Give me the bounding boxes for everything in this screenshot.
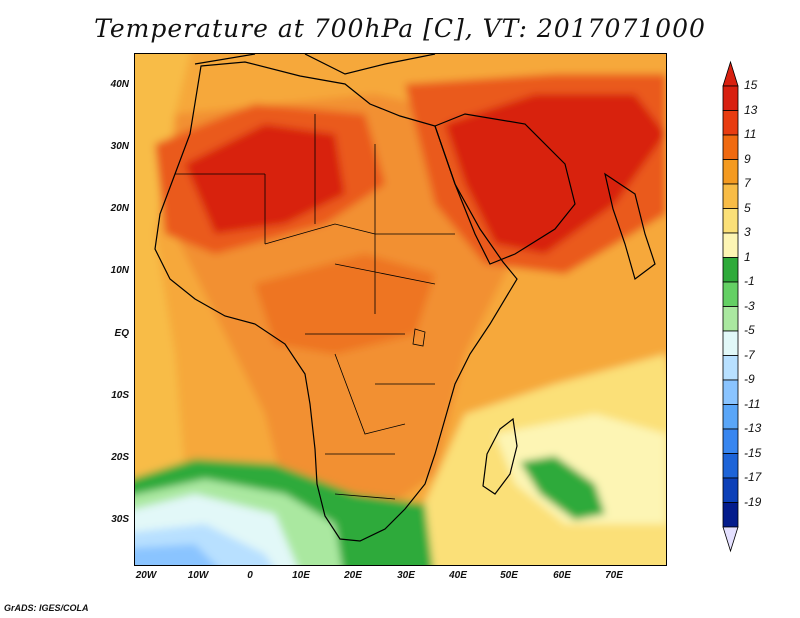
country-borders — [175, 114, 455, 500]
lat-label-30n: 30N — [110, 141, 129, 152]
colorbar-segment — [722, 453, 739, 479]
colorbar-label: 1 — [744, 249, 751, 264]
colorbar-label: 5 — [744, 200, 751, 215]
lon-label-10e: 10E — [292, 570, 310, 581]
europe-coastline — [194, 54, 436, 75]
colorbar-segment — [722, 502, 739, 528]
lat-label-40n: 40N — [110, 79, 129, 90]
lon-label-0: 0 — [247, 570, 253, 581]
colorbar-segment — [722, 183, 739, 209]
map-area — [134, 53, 667, 566]
colorbar-label: -3 — [744, 298, 755, 313]
colorbar-label: 3 — [744, 225, 751, 239]
colorbar-segment — [722, 134, 739, 160]
colorbar-segment — [722, 379, 739, 405]
colorbar-label: -9 — [744, 372, 755, 386]
temp-field-atlantic — [135, 54, 190, 482]
colorbar-segment — [722, 306, 739, 332]
colorbar-segment — [722, 257, 739, 283]
india-coastline — [604, 172, 656, 281]
colorbar-arrow-top — [722, 60, 739, 87]
temp-field-arabia-core — [445, 94, 666, 254]
lon-label-20w: 20W — [135, 570, 157, 581]
colorbar-segment — [722, 428, 739, 454]
lon-label-60e: 60E — [553, 570, 571, 581]
lat-label-10n: 10N — [110, 265, 129, 276]
lon-label-70e: 70E — [605, 570, 623, 581]
lon-label-10w: 10W — [187, 570, 209, 581]
arabia-coastline — [434, 113, 576, 265]
lat-label-30s: 30S — [111, 514, 129, 525]
colorbar-label: -19 — [744, 494, 762, 509]
africa-coastline — [154, 61, 518, 542]
chart-title: Temperature at 700hPa [C], VT: 201707100… — [94, 14, 706, 43]
colorbar-segment — [722, 281, 739, 307]
colorbar-label: 15 — [744, 78, 758, 92]
lon-label-50e: 50E — [500, 570, 518, 581]
colorbar-segment — [722, 159, 739, 185]
temp-field-central-warm — [255, 254, 435, 354]
coastlines — [154, 54, 656, 542]
colorbar-segment — [722, 208, 739, 234]
colorbar-label: 11 — [744, 127, 757, 141]
colorbar-label: -13 — [744, 421, 762, 435]
colorbar-segment — [722, 110, 739, 136]
colorbar-label: -5 — [744, 323, 755, 337]
colorbar-arrow-bottom — [722, 526, 739, 553]
lat-label-20s: 20S — [111, 452, 129, 463]
colorbar-segment — [722, 85, 739, 111]
colorbar-label: 7 — [744, 176, 751, 190]
lat-label-eq: EQ — [114, 328, 129, 339]
temp-field-indian-ocean-cool — [495, 414, 666, 524]
colorbar-segment — [722, 355, 739, 381]
temperature-map — [135, 54, 666, 565]
colorbar-segment — [722, 404, 739, 430]
lon-label-20e: 20E — [344, 570, 362, 581]
colorbar-segment — [722, 232, 739, 258]
temp-field-south-blue — [135, 544, 216, 565]
lat-label-10s: 10S — [111, 390, 129, 401]
colorbar-label: 13 — [744, 102, 758, 117]
colorbar-segment — [722, 330, 739, 356]
grads-credit: GrADS: IGES/COLA — [4, 603, 89, 613]
colorbar-label: -1 — [744, 274, 755, 288]
temp-field-green-patch — [520, 456, 605, 520]
colorbar-label: -17 — [744, 470, 762, 484]
colorbar-label: -15 — [744, 445, 762, 460]
colorbar-segment — [722, 477, 739, 503]
lat-label-20n: 20N — [110, 203, 129, 214]
colorbar-label: -11 — [744, 396, 761, 411]
lake-victoria — [412, 328, 426, 347]
colorbar-label: 9 — [744, 151, 751, 166]
lon-label-30e: 30E — [397, 570, 415, 581]
colorbar-label: -7 — [744, 347, 755, 362]
lon-label-40e: 40E — [449, 570, 467, 581]
madagascar-coastline — [482, 417, 518, 495]
